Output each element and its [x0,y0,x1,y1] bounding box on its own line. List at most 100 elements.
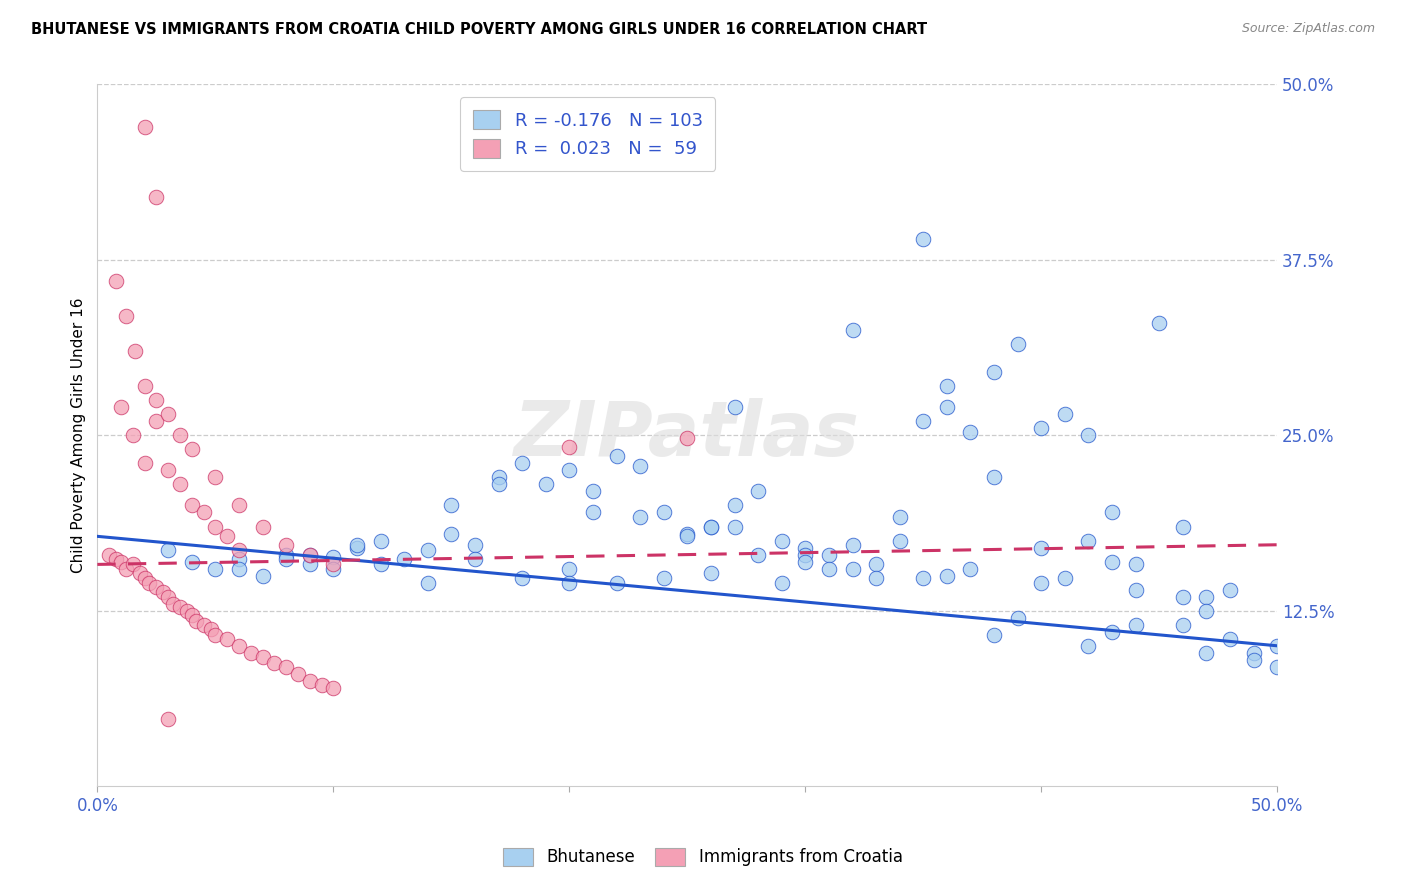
Point [818,561,841,575]
Point [770,575,793,590]
Point [1171,617,1194,632]
Point [121,428,143,442]
Point [841,323,863,337]
Point [176,604,198,618]
Point [193,617,215,632]
Point [628,509,651,524]
Point [723,519,745,533]
Point [287,666,309,681]
Point [105,274,128,288]
Point [416,575,439,590]
Point [1101,506,1123,520]
Point [1101,624,1123,639]
Point [217,632,239,646]
Legend: Bhutanese, Immigrants from Croatia: Bhutanese, Immigrants from Croatia [496,841,910,873]
Point [865,571,887,585]
Point [582,484,605,499]
Point [723,499,745,513]
Point [1265,639,1288,653]
Point [1077,428,1099,442]
Point [1243,653,1265,667]
Point [794,548,817,562]
Point [145,414,167,428]
Point [488,470,510,484]
Point [114,561,136,575]
Point [392,551,415,566]
Point [935,401,957,415]
Point [605,450,627,464]
Point [228,561,250,575]
Text: ZIPatlas: ZIPatlas [515,399,860,472]
Point [628,459,651,474]
Point [157,712,180,726]
Point [169,428,191,442]
Point [169,477,191,491]
Point [558,440,581,454]
Point [440,526,463,541]
Point [157,590,180,604]
Point [252,650,274,665]
Point [747,548,769,562]
Point [794,555,817,569]
Point [157,407,180,421]
Point [912,232,935,246]
Point [1195,604,1218,618]
Point [1171,590,1194,604]
Point [276,660,298,674]
Point [322,681,344,695]
Point [298,673,321,688]
Point [534,477,557,491]
Point [311,678,333,692]
Point [1031,575,1053,590]
Point [770,533,793,548]
Point [276,548,298,562]
Point [228,543,250,558]
Point [510,456,533,470]
Point [959,425,981,440]
Point [723,401,745,415]
Point [1265,660,1288,674]
Point [935,568,957,582]
Point [134,379,156,393]
Point [98,548,121,562]
Point [204,561,226,575]
Point [322,558,344,572]
Point [1053,571,1076,585]
Point [983,627,1005,641]
Point [134,120,156,134]
Point [134,456,156,470]
Y-axis label: Child Poverty Among Girls Under 16: Child Poverty Among Girls Under 16 [72,298,86,573]
Point [983,365,1005,379]
Point [124,344,146,359]
Point [1243,646,1265,660]
Point [169,599,191,614]
Point [370,558,392,572]
Point [152,585,174,599]
Point [186,614,208,628]
Point [1101,555,1123,569]
Point [700,519,723,533]
Point [605,575,627,590]
Point [983,470,1005,484]
Point [322,550,344,565]
Text: BHUTANESE VS IMMIGRANTS FROM CROATIA CHILD POVERTY AMONG GIRLS UNDER 16 CORRELAT: BHUTANESE VS IMMIGRANTS FROM CROATIA CHI… [31,22,927,37]
Point [370,533,392,548]
Point [464,551,486,566]
Point [1219,632,1241,646]
Point [180,499,202,513]
Point [1195,590,1218,604]
Point [912,414,935,428]
Point [228,499,250,513]
Point [204,627,226,641]
Point [200,622,222,636]
Point [121,558,143,572]
Legend: R = -0.176   N = 103, R =  0.023   N =  59: R = -0.176 N = 103, R = 0.023 N = 59 [460,97,716,171]
Point [889,533,911,548]
Point [1219,582,1241,597]
Point [676,431,699,445]
Point [1007,611,1029,625]
Point [1077,533,1099,548]
Point [239,646,262,660]
Point [1077,639,1099,653]
Point [134,571,156,585]
